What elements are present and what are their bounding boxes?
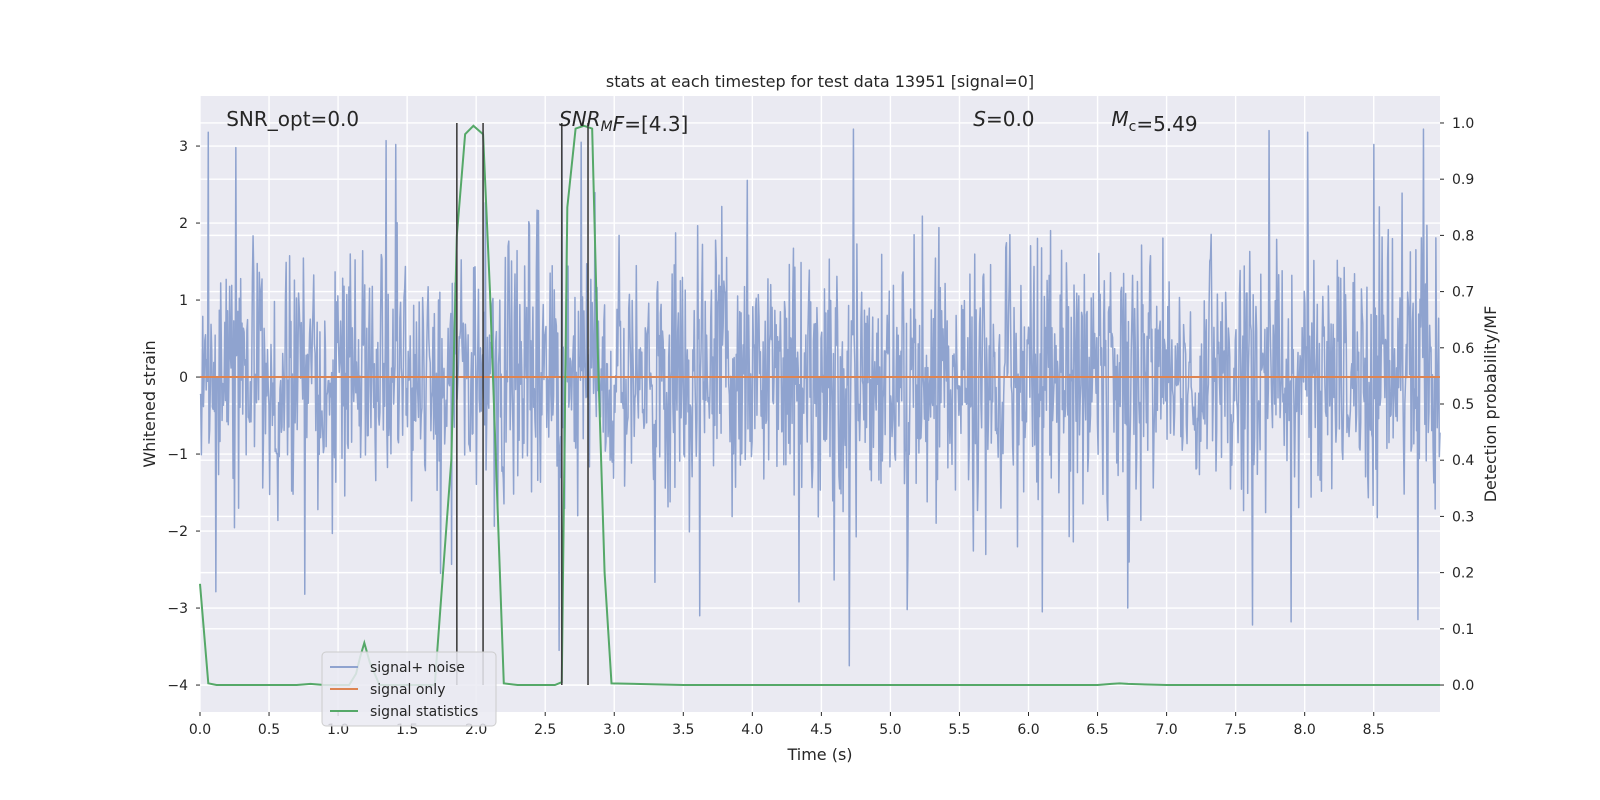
annotation-part: c — [1129, 119, 1137, 135]
y2-tick-label: 0.0 — [1452, 678, 1474, 694]
x-tick-label: 7.0 — [1155, 722, 1177, 738]
y2-tick-label: 0.6 — [1452, 341, 1474, 357]
legend: signal+ noise signal only signal statistic… — [321, 651, 497, 727]
annotation-part: M — [1111, 107, 1128, 131]
legend-entry: signal+ noise — [370, 660, 465, 676]
x-tick-label: 5.5 — [948, 722, 970, 738]
x-tick-label: 6.0 — [1017, 722, 1039, 738]
series-line-signal-plus-noise — [199, 128, 1441, 667]
x-tick-label: 3.5 — [672, 722, 694, 738]
annotation-part: M — [601, 119, 613, 135]
x-tick-label: 5.0 — [879, 722, 901, 738]
x-tick-label: 4.0 — [741, 722, 763, 738]
vlines-group — [456, 122, 589, 686]
y2-tick-label: 1.0 — [1452, 116, 1474, 132]
annotation-part: SNR — [559, 107, 601, 131]
annotations: SNR_opt=0.0 SNRMF=[4.3] S=0.0 Mc=5.49 — [226, 107, 1197, 136]
annotation-snr-mf: SNRMF=[4.3] — [559, 107, 688, 136]
y-tick-label: 3 — [179, 139, 188, 155]
annotation-part: SNR_opt=0.0 — [226, 107, 359, 131]
x-tick-label: 8.5 — [1363, 722, 1385, 738]
y2-tick-label: 0.4 — [1452, 453, 1474, 469]
y2-tick-label: 0.7 — [1452, 285, 1474, 301]
chart-title: stats at each timestep for test data 139… — [606, 72, 1034, 91]
annotation-part: =5.49 — [1136, 112, 1197, 136]
y-tick-label: −1 — [167, 447, 188, 463]
y2-axis-label: Detection probability/MF — [1481, 306, 1500, 503]
annotation-s-value: S=0.0 — [973, 107, 1034, 131]
y2-tick-label: 0.3 — [1452, 509, 1474, 525]
x-tick-label: 3.0 — [603, 722, 625, 738]
y-tick-label: −4 — [167, 678, 188, 694]
y2-tick-labels: 1.0 0.9 0.8 0.7 0.6 0.5 0.4 0.3 0.2 0.1 0.0 — [1440, 116, 1474, 694]
y2-tick-label: 0.5 — [1452, 397, 1474, 413]
x-tick-label: 0.5 — [258, 722, 280, 738]
x-tick-label: 8.0 — [1294, 722, 1316, 738]
x-tick-label: 4.5 — [810, 722, 832, 738]
y-tick-label: 0 — [179, 370, 188, 386]
annotation-part: =0.0 — [986, 107, 1035, 131]
y-tick-label: −3 — [167, 601, 188, 617]
y-tick-labels: 3 2 1 0 −1 −2 −3 −4 — [167, 139, 200, 694]
x-tick-labels: 0.0 0.5 1.0 1.5 2.0 2.5 3.0 3.5 4.0 4.5 5.0 5.5 6.0 6… — [189, 712, 1385, 738]
annotation-part: =[4.3] — [624, 112, 688, 136]
y2-tick-label: 0.2 — [1452, 566, 1474, 582]
x-tick-label: 7.5 — [1225, 722, 1247, 738]
y-axis-label: Whitened strain — [140, 340, 159, 467]
legend-entry: signal only — [370, 682, 445, 698]
y-tick-label: −2 — [167, 524, 188, 540]
annotation-part: S — [973, 107, 986, 131]
x-tick-label: 2.5 — [534, 722, 556, 738]
y2-tick-label: 0.1 — [1452, 622, 1474, 638]
legend-box — [321, 651, 497, 727]
annotation-snr-opt: SNR_opt=0.0 — [226, 107, 359, 131]
annotation-part: F — [613, 112, 625, 136]
legend-entry: signal statistics — [370, 704, 478, 720]
x-axis-label: Time (s) — [786, 745, 852, 764]
y2-tick-label: 0.8 — [1452, 228, 1474, 244]
x-tick-label: 0.0 — [189, 722, 211, 738]
y-tick-label: 1 — [179, 293, 188, 309]
annotation-mc-value: Mc=5.49 — [1111, 107, 1197, 136]
x-tick-label: 6.5 — [1086, 722, 1108, 738]
y2-tick-label: 0.9 — [1452, 172, 1474, 188]
y-tick-label: 2 — [179, 216, 188, 232]
